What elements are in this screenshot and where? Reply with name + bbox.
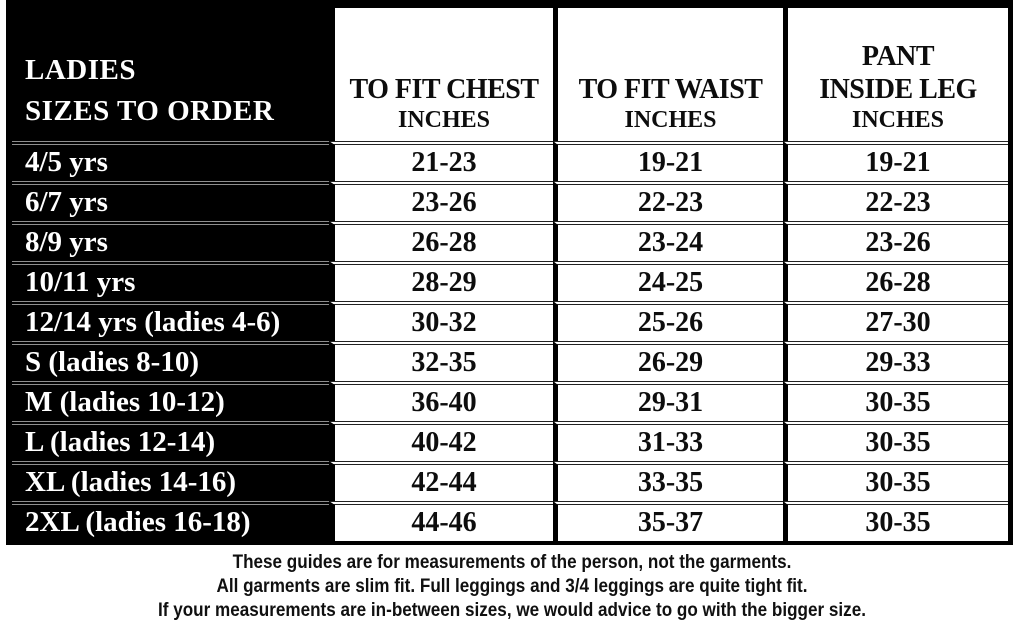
header-chest-title: TO FIT CHEST [349, 74, 539, 105]
ladies-size-chart-table: LADIES SIZES TO ORDER TO FIT CHEST INCHE… [6, 0, 1013, 545]
footer-note-2: All garments are slim fit. Full leggings… [216, 576, 808, 597]
header-chest-unit: INCHES [397, 107, 491, 133]
waist-value: 24-25 [553, 261, 783, 301]
footer-note-3: If your measurements are in-between size… [158, 600, 866, 621]
size-label: 12/14 yrs (ladies 4-6) [12, 301, 329, 341]
size-label: S (ladies 8-10) [12, 341, 329, 381]
header-leg-unit: INCHES [851, 107, 945, 133]
waist-value: 19-21 [553, 141, 783, 181]
inside-leg-value: 30-35 [783, 381, 1008, 421]
table-row: XL (ladies 14-16) 42-44 33-35 30-35 [12, 461, 1008, 501]
waist-value: 25-26 [553, 301, 783, 341]
inside-leg-value: 29-33 [783, 341, 1008, 381]
size-label: 8/9 yrs [12, 221, 329, 261]
table-header-row: LADIES SIZES TO ORDER TO FIT CHEST INCHE… [12, 8, 1008, 141]
waist-value: 35-37 [553, 501, 783, 541]
waist-value: 31-33 [553, 421, 783, 461]
chest-value: 36-40 [329, 381, 553, 421]
size-label: 2XL (ladies 16-18) [12, 501, 329, 541]
size-label: XL (ladies 14-16) [12, 461, 329, 501]
size-label: 10/11 yrs [12, 261, 329, 301]
table-body: 4/5 yrs 21-23 19-21 19-21 6/7 yrs 23-26 … [12, 141, 1008, 541]
chest-value: 44-46 [329, 501, 553, 541]
size-label: 6/7 yrs [12, 181, 329, 221]
table-row: 12/14 yrs (ladies 4-6) 30-32 25-26 27-30 [12, 301, 1008, 341]
waist-value: 33-35 [553, 461, 783, 501]
inside-leg-value: 30-35 [783, 461, 1008, 501]
header-sizes-line1: LADIES [25, 54, 136, 86]
inside-leg-value: 23-26 [783, 221, 1008, 261]
chest-value: 40-42 [329, 421, 553, 461]
waist-value: 22-23 [553, 181, 783, 221]
chest-value: 32-35 [329, 341, 553, 381]
header-cell-sizes: LADIES SIZES TO ORDER [12, 8, 329, 141]
chest-value: 23-26 [329, 181, 553, 221]
table-row: L (ladies 12-14) 40-42 31-33 30-35 [12, 421, 1008, 461]
inside-leg-value: 30-35 [783, 421, 1008, 461]
header-cell-chest: TO FIT CHEST INCHES [329, 8, 553, 141]
table-row: 2XL (ladies 16-18) 44-46 35-37 30-35 [12, 501, 1008, 541]
chest-value: 26-28 [329, 221, 553, 261]
waist-value: 29-31 [553, 381, 783, 421]
inside-leg-value: 30-35 [783, 501, 1008, 541]
inside-leg-value: 22-23 [783, 181, 1008, 221]
waist-value: 23-24 [553, 221, 783, 261]
chest-value: 42-44 [329, 461, 553, 501]
waist-value: 26-29 [553, 341, 783, 381]
table-row: S (ladies 8-10) 32-35 26-29 29-33 [12, 341, 1008, 381]
header-waist-unit: INCHES [624, 107, 717, 133]
size-label: L (ladies 12-14) [12, 421, 329, 461]
header-sizes-line2: SIZES TO ORDER [25, 95, 275, 127]
footer-notes: These guides are for measurements of the… [0, 551, 1024, 623]
header-leg-line1: PANT [861, 41, 935, 72]
size-label: M (ladies 10-12) [12, 381, 329, 421]
header-leg-line2: INSIDE LEG [819, 74, 977, 105]
table-row: 6/7 yrs 23-26 22-23 22-23 [12, 181, 1008, 221]
header-cell-waist: TO FIT WAIST INCHES [553, 8, 783, 141]
size-label: 4/5 yrs [12, 141, 329, 181]
inside-leg-value: 26-28 [783, 261, 1008, 301]
header-waist-title: TO FIT WAIST [578, 74, 763, 105]
table-row: 8/9 yrs 26-28 23-24 23-26 [12, 221, 1008, 261]
table-row: 10/11 yrs 28-29 24-25 26-28 [12, 261, 1008, 301]
chest-value: 28-29 [329, 261, 553, 301]
footer-note-1: These guides are for measurements of the… [232, 552, 792, 573]
inside-leg-value: 19-21 [783, 141, 1008, 181]
inside-leg-value: 27-30 [783, 301, 1008, 341]
table-row: M (ladies 10-12) 36-40 29-31 30-35 [12, 381, 1008, 421]
table-row: 4/5 yrs 21-23 19-21 19-21 [12, 141, 1008, 181]
header-cell-inside-leg: PANT INSIDE LEG INCHES [783, 8, 1008, 141]
chest-value: 30-32 [329, 301, 553, 341]
chest-value: 21-23 [329, 141, 553, 181]
